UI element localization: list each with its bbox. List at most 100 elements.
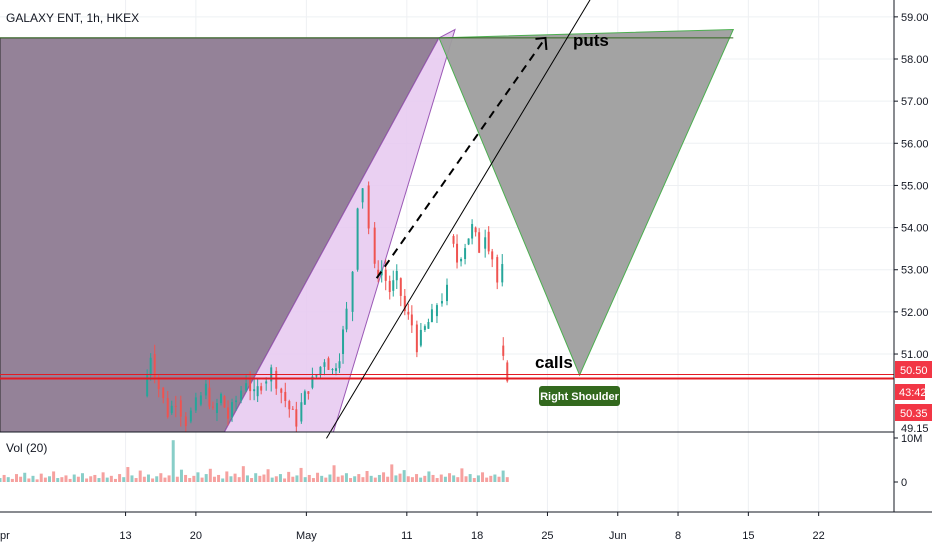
volume-bar bbox=[427, 471, 431, 482]
volume-axis[interactable]: 10M 0 bbox=[894, 433, 922, 489]
volume-bar bbox=[270, 477, 274, 482]
candle-body bbox=[166, 398, 169, 417]
volume-bar bbox=[295, 475, 299, 482]
candle-body bbox=[471, 224, 474, 239]
price-tick-label: 54.00 bbox=[901, 223, 929, 235]
volume-bar bbox=[472, 478, 476, 482]
candle-body bbox=[303, 391, 306, 405]
volume-bar bbox=[113, 478, 117, 482]
last-price-bg bbox=[895, 361, 932, 378]
volume-bar bbox=[196, 472, 200, 482]
volume-bar bbox=[122, 477, 126, 482]
volume-bar bbox=[31, 475, 35, 482]
volume-bar bbox=[476, 475, 480, 482]
candle-body bbox=[502, 345, 505, 356]
volume-bar bbox=[254, 473, 258, 482]
inverted-triangle-shape[interactable] bbox=[438, 28, 735, 377]
volume-bar bbox=[452, 475, 456, 482]
volume-bar bbox=[10, 478, 14, 482]
volume-bar bbox=[489, 475, 493, 482]
volume-bar bbox=[56, 478, 60, 482]
candle-body bbox=[300, 402, 303, 422]
volume-bar bbox=[278, 474, 282, 482]
volume-bar bbox=[0, 478, 2, 482]
volume-bar bbox=[101, 472, 105, 482]
candle-body bbox=[253, 389, 256, 392]
volume-bar bbox=[179, 469, 183, 482]
volume-bar bbox=[47, 476, 51, 482]
candle-body bbox=[361, 188, 364, 203]
puts-annotation[interactable]: puts bbox=[573, 31, 609, 50]
volume-bar bbox=[485, 477, 489, 482]
dashed-arrow-head[interactable] bbox=[535, 36, 548, 51]
right-shoulder-tag[interactable]: Right Shoulder bbox=[539, 386, 620, 406]
time-axis[interactable]: pr 13 20 May 11 18 25 Jun 8 15 22 bbox=[0, 512, 825, 542]
volume-bar bbox=[204, 474, 208, 482]
countdown-value: 43:42 bbox=[899, 387, 927, 399]
volume-bar bbox=[27, 478, 31, 482]
candle-body bbox=[435, 305, 438, 317]
volume-bar bbox=[217, 474, 221, 482]
volume-bar bbox=[76, 476, 80, 482]
candle-body bbox=[487, 231, 490, 252]
price-axis[interactable]: 59.00 58.00 57.00 56.00 55.00 54.00 53.00 52.00… bbox=[894, 12, 929, 435]
volume-bar bbox=[60, 477, 64, 482]
volume-bar bbox=[493, 474, 497, 482]
dashed-projection-line[interactable] bbox=[375, 37, 547, 279]
volume-bar bbox=[464, 476, 468, 482]
volume-bar bbox=[501, 470, 505, 482]
candle-body bbox=[280, 388, 283, 393]
candle-body bbox=[204, 383, 207, 396]
volume-bar bbox=[138, 470, 142, 482]
volume-bar bbox=[68, 478, 72, 482]
price-tick-label: 57.00 bbox=[901, 96, 929, 108]
volume-bar bbox=[332, 465, 336, 482]
volume-bar bbox=[320, 475, 324, 482]
candle-body bbox=[223, 396, 226, 408]
volume-bar bbox=[353, 476, 357, 482]
volume-bar bbox=[80, 473, 84, 482]
price-tick-label: 53.00 bbox=[901, 265, 929, 277]
volume-bar bbox=[188, 478, 192, 482]
right-shoulder-label: Right Shoulder bbox=[540, 391, 620, 403]
volume-bar bbox=[212, 476, 216, 482]
volume-bar bbox=[402, 470, 406, 482]
overlay-lines[interactable] bbox=[0, 0, 894, 439]
wedge-shape[interactable] bbox=[221, 28, 456, 439]
volume-bar bbox=[184, 474, 188, 482]
volume-bar bbox=[456, 477, 460, 482]
candle-body bbox=[384, 269, 387, 281]
drawings[interactable] bbox=[0, 28, 735, 439]
volume-bar bbox=[497, 476, 501, 482]
candle-body bbox=[265, 381, 268, 384]
candle-body bbox=[227, 407, 230, 419]
level-price-tag: 50.35 bbox=[895, 404, 932, 421]
time-tick-label: 15 bbox=[742, 530, 754, 542]
candle-body bbox=[240, 390, 243, 401]
candle-body bbox=[351, 271, 354, 312]
candle-body bbox=[149, 357, 152, 376]
volume-bar bbox=[237, 477, 241, 482]
calls-annotation[interactable]: calls bbox=[535, 353, 573, 372]
volume-bar bbox=[97, 478, 101, 482]
volume-bar bbox=[299, 467, 303, 482]
candle-body bbox=[452, 236, 455, 244]
right-shoulder-bg bbox=[539, 386, 620, 406]
candle-body bbox=[467, 238, 470, 245]
trend-line[interactable] bbox=[326, 0, 612, 439]
volume-bar bbox=[250, 478, 254, 482]
volume-bar bbox=[225, 471, 229, 482]
time-tick-label: 8 bbox=[675, 530, 681, 542]
volume-bar bbox=[431, 474, 435, 482]
candle-body bbox=[388, 280, 391, 293]
volume-bar bbox=[443, 476, 447, 482]
candle-body bbox=[430, 309, 433, 323]
candle-body bbox=[407, 311, 410, 315]
candle-body bbox=[478, 232, 481, 253]
volume-bar bbox=[373, 477, 377, 482]
volume-bar bbox=[6, 477, 10, 482]
volume-tick-label: 10M bbox=[901, 433, 922, 445]
candle-body bbox=[373, 227, 376, 264]
